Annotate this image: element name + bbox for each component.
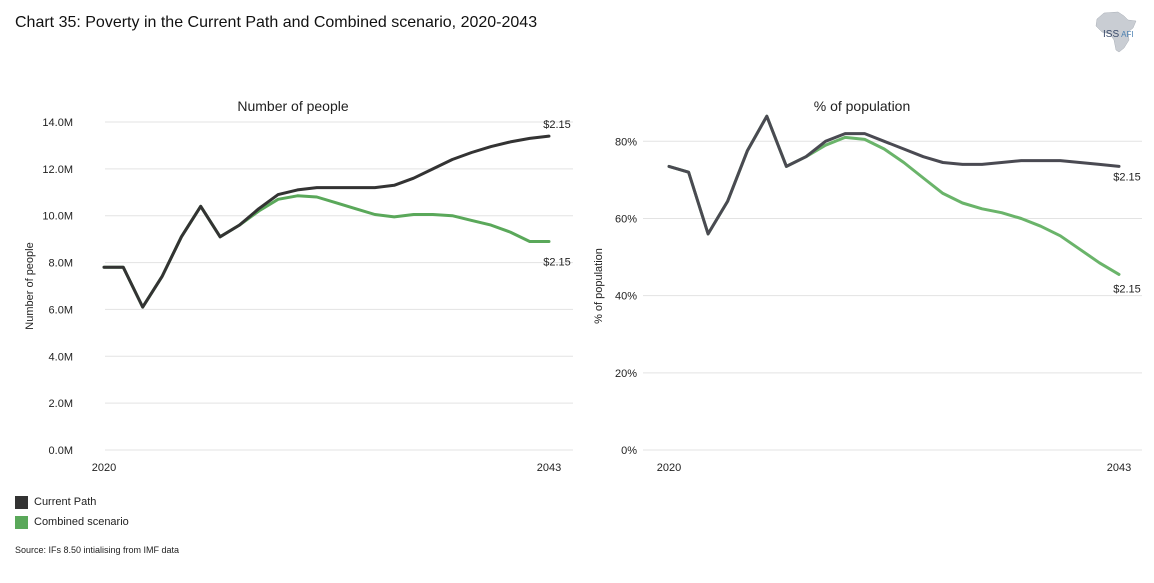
end-label: $2.15 bbox=[543, 256, 571, 268]
y-tick-label: 14.0M bbox=[42, 117, 73, 129]
source-note: Source: IFs 8.50 intialising from IMF da… bbox=[15, 545, 180, 555]
x-tick-label: 2020 bbox=[657, 462, 681, 474]
y-tick-label: 20% bbox=[615, 368, 637, 380]
y-tick-label: 6.0M bbox=[49, 304, 73, 316]
legend-label-current-path: Current Path bbox=[34, 496, 97, 508]
y-tick-label: 8.0M bbox=[49, 258, 73, 270]
x-tick-label: 2043 bbox=[1107, 462, 1131, 474]
subplot-title: % of population bbox=[814, 98, 911, 114]
legend-label-combined-scenario: Combined scenario bbox=[34, 516, 129, 528]
end-label: $2.15 bbox=[1113, 283, 1141, 295]
y-tick-label: 12.0M bbox=[42, 164, 73, 176]
chart-title: Chart 35: Poverty in the Current Path an… bbox=[15, 14, 538, 31]
subplot-title: Number of people bbox=[237, 98, 349, 114]
y-tick-label: 40% bbox=[615, 291, 637, 303]
legend-item-current-path: Current Path bbox=[15, 492, 129, 512]
series-line-current-path bbox=[102, 134, 551, 309]
end-label: $2.15 bbox=[1113, 171, 1141, 183]
logo-sub: AFI bbox=[1121, 30, 1134, 39]
legend-swatch-current-path bbox=[15, 495, 28, 509]
x-tick-label: 2020 bbox=[92, 462, 116, 474]
y-axis-label: % of population bbox=[593, 248, 605, 324]
series-line-current-path bbox=[667, 114, 1121, 236]
y-tick-label: 0.0M bbox=[49, 445, 73, 457]
series-line-combined-scenario bbox=[102, 194, 551, 309]
y-tick-label: 80% bbox=[615, 136, 637, 148]
y-tick-label: 4.0M bbox=[49, 351, 73, 363]
logo-name: ISS bbox=[1103, 29, 1120, 40]
africa-map-icon bbox=[1095, 11, 1137, 53]
legend-item-combined-scenario: Combined scenario bbox=[15, 512, 129, 532]
y-axis-label: Number of people bbox=[24, 242, 36, 329]
y-tick-label: 0% bbox=[621, 445, 637, 457]
x-tick-label: 2043 bbox=[537, 462, 561, 474]
y-tick-label: 60% bbox=[615, 213, 637, 225]
end-label: $2.15 bbox=[543, 119, 571, 131]
logo-text: ISS AFI bbox=[1103, 29, 1134, 40]
legend: Current Path Combined scenario bbox=[15, 492, 129, 532]
chart-2: % of population 0% 20% 40% 60% 80% % of popula… bbox=[593, 98, 1142, 474]
y-tick-label: 10.0M bbox=[42, 211, 73, 223]
legend-swatch-combined-scenario bbox=[15, 515, 28, 529]
chart-1: Number of people 0.0M 2.0M 4.0M 6.0M 8.0M 10.0… bbox=[24, 98, 573, 474]
series-line-combined-scenario bbox=[667, 114, 1121, 276]
y-tick-label: 2.0M bbox=[49, 398, 73, 410]
